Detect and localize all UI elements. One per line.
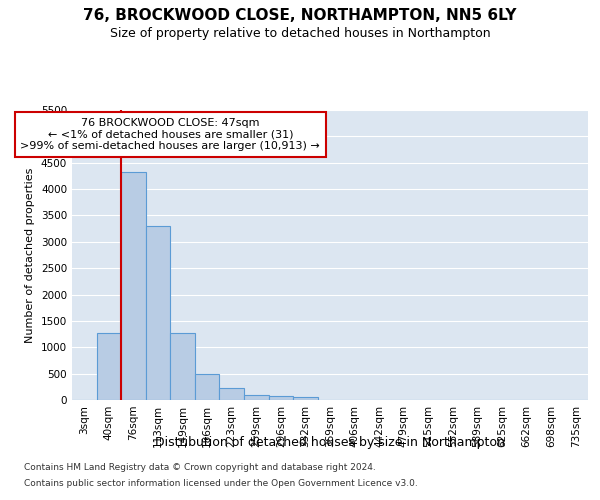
Text: 76, BROCKWOOD CLOSE, NORTHAMPTON, NN5 6LY: 76, BROCKWOOD CLOSE, NORTHAMPTON, NN5 6L… xyxy=(83,8,517,22)
Bar xyxy=(195,374,220,400)
Bar xyxy=(220,388,244,400)
Bar xyxy=(293,397,318,400)
Bar xyxy=(170,333,195,400)
Text: Distribution of detached houses by size in Northampton: Distribution of detached houses by size … xyxy=(155,436,505,449)
Bar xyxy=(97,333,121,400)
Bar xyxy=(269,396,293,400)
Text: Contains HM Land Registry data © Crown copyright and database right 2024.: Contains HM Land Registry data © Crown c… xyxy=(24,464,376,472)
Bar xyxy=(244,396,269,400)
Text: 76 BROCKWOOD CLOSE: 47sqm
← <1% of detached houses are smaller (31)
>99% of semi: 76 BROCKWOOD CLOSE: 47sqm ← <1% of detac… xyxy=(20,118,320,151)
Bar xyxy=(121,172,146,400)
Text: Contains public sector information licensed under the Open Government Licence v3: Contains public sector information licen… xyxy=(24,478,418,488)
Bar xyxy=(146,226,170,400)
Text: Size of property relative to detached houses in Northampton: Size of property relative to detached ho… xyxy=(110,28,490,40)
Y-axis label: Number of detached properties: Number of detached properties xyxy=(25,168,35,342)
